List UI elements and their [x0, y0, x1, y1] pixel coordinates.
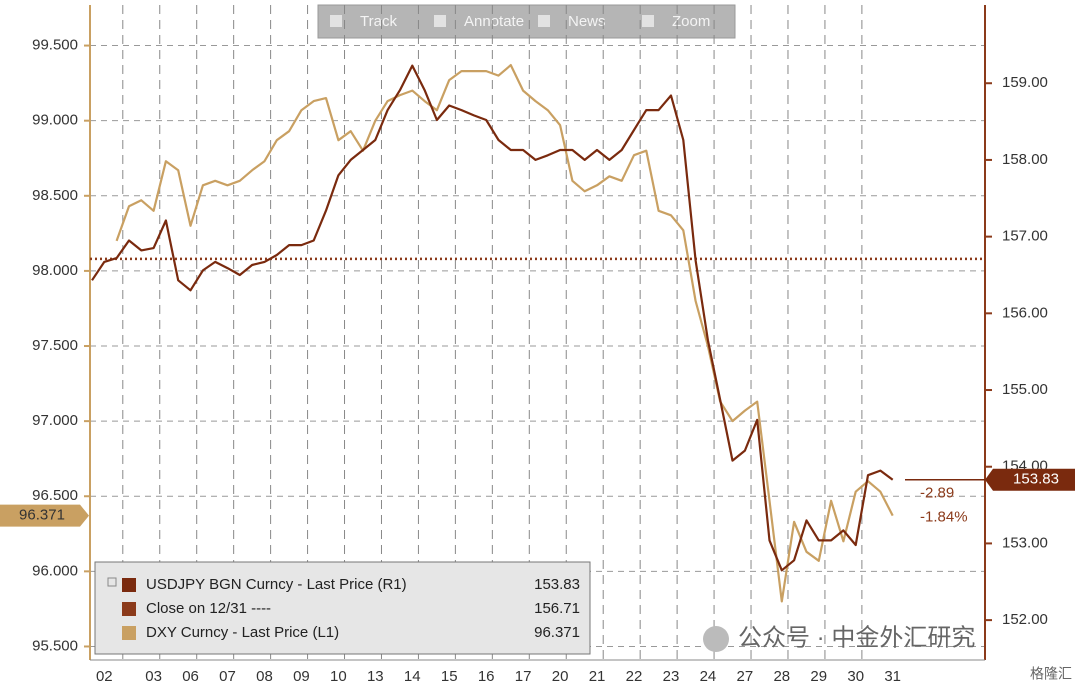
x-tick-label: 29 [810, 668, 827, 685]
y2-tick-label: 153.00 [1002, 534, 1048, 551]
y-tick-label: 99.500 [32, 37, 78, 54]
x-tick-label: 10 [330, 668, 347, 685]
price-tag-label: 96.371 [19, 507, 65, 524]
toolbar-icon [538, 15, 550, 27]
y2-tick-label: 156.00 [1002, 304, 1048, 321]
x-tick-label: 06 [182, 668, 199, 685]
legend-value: 156.71 [534, 600, 580, 617]
x-tick-label: 03 [145, 668, 162, 685]
y-tick-label: 98.500 [32, 187, 78, 204]
legend-swatch [122, 602, 136, 616]
y2-tick-label: 158.00 [1002, 151, 1048, 168]
x-tick-label: 07 [219, 668, 236, 685]
x-tick-label: 27 [737, 668, 754, 685]
x-tick-label: 23 [663, 668, 680, 685]
y2-tick-label: 159.00 [1002, 74, 1048, 91]
series-line [115, 63, 894, 603]
y-tick-label: 96.500 [32, 487, 78, 504]
x-tick-label: 15 [441, 668, 458, 685]
legend-value: 96.371 [534, 624, 580, 641]
x-tick-label: 22 [626, 668, 643, 685]
toolbar-button[interactable]: News [568, 13, 606, 30]
y-tick-label: 98.000 [32, 262, 78, 279]
legend-handle [107, 577, 117, 587]
y-tick-label: 95.500 [32, 637, 78, 654]
x-tick-label: 20 [552, 668, 569, 685]
legend [94, 561, 591, 655]
price-tag-label: 153.83 [1013, 471, 1059, 488]
toolbar [317, 4, 736, 39]
x-tick-label: 14 [404, 668, 421, 685]
legend-label: DXY Curncy - Last Price (L1) [146, 624, 339, 641]
x-tick-label: 16 [478, 668, 495, 685]
annotation: -1.84% [920, 509, 968, 526]
watermark: 公众号 · 中金外汇研究 [738, 624, 975, 651]
toolbar-icon [434, 15, 446, 27]
toolbar-button[interactable]: Zoom [672, 13, 710, 30]
y2-tick-label: 157.00 [1002, 228, 1048, 245]
x-tick-label: 21 [589, 668, 606, 685]
y2-tick-label: 155.00 [1002, 381, 1048, 398]
price-tag [985, 468, 1075, 491]
legend-swatch [122, 626, 136, 640]
legend-label: Close on 12/31 ---- [146, 600, 271, 617]
watermark-icon [703, 626, 729, 652]
x-tick-label: 31 [884, 668, 901, 685]
y-tick-label: 99.000 [32, 112, 78, 129]
x-tick-label: 09 [293, 668, 310, 685]
y-tick-label: 97.500 [32, 337, 78, 354]
toolbar-button[interactable]: Track [360, 13, 397, 30]
toolbar-icon [330, 15, 342, 27]
x-tick-label: 30 [847, 668, 864, 685]
y-tick-label: 97.000 [32, 412, 78, 429]
x-tick-label: 02 [96, 668, 113, 685]
annotation: -2.89 [920, 485, 954, 502]
legend-label: USDJPY BGN Curncy - Last Price (R1) [146, 576, 407, 593]
legend-value: 153.83 [534, 576, 580, 593]
series-line [91, 64, 894, 572]
y2-tick-label: 152.00 [1002, 611, 1048, 628]
legend-swatch [122, 578, 136, 592]
toolbar-button[interactable]: Annotate [464, 13, 524, 30]
x-tick-label: 28 [773, 668, 790, 685]
x-tick-label: 17 [515, 668, 532, 685]
source: 格隆汇 [1030, 666, 1072, 682]
y-tick-label: 96.000 [32, 562, 78, 579]
x-tick-label: 24 [700, 668, 717, 685]
x-tick-label: 13 [367, 668, 384, 685]
x-tick-label: 08 [256, 668, 273, 685]
price-tag [0, 504, 89, 527]
toolbar-icon [642, 15, 654, 27]
